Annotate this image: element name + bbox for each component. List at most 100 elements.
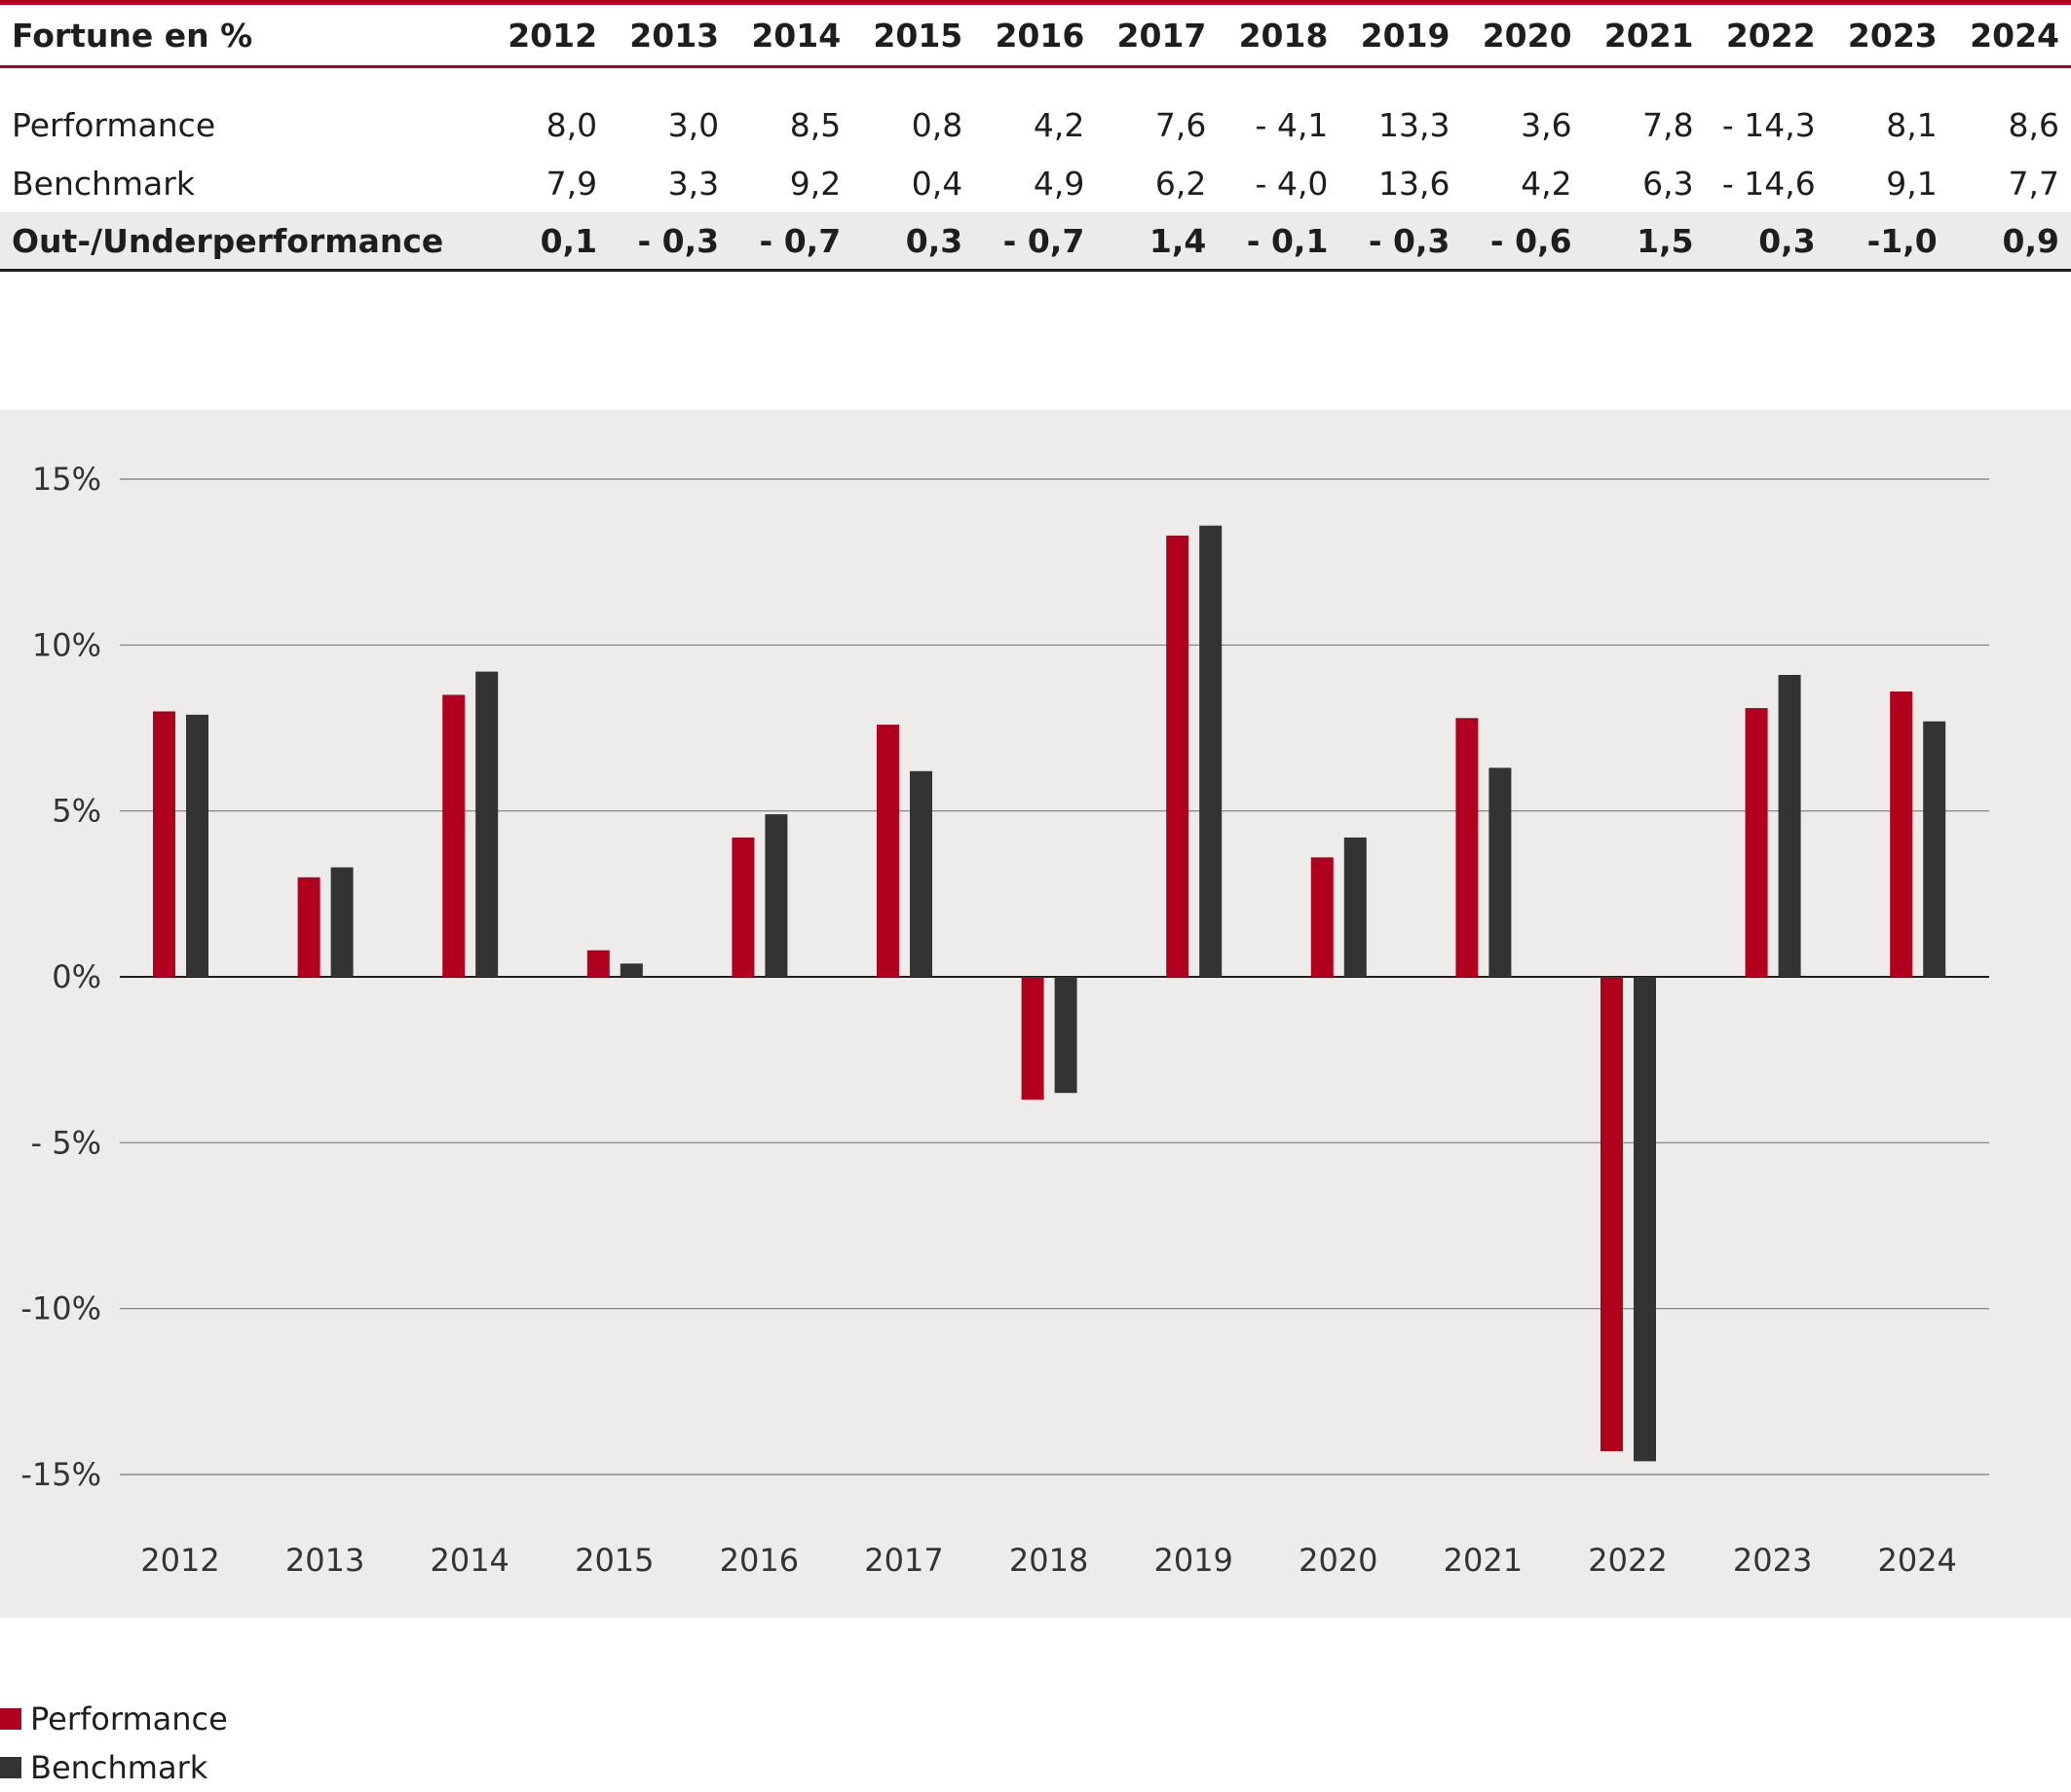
- table-header-label: Fortune en %: [12, 16, 253, 55]
- year-header: 2015: [873, 16, 963, 55]
- year-header: 2012: [508, 16, 598, 55]
- table-cell: 6,3: [1642, 164, 1694, 203]
- table-row-outperformance: Out-/Underperformance 0,1 - 0,3 - 0,7 0,…: [0, 212, 2071, 271]
- bar-performance-2023: [1745, 708, 1768, 977]
- table-cell: 4,9: [1033, 164, 1085, 203]
- x-tick-label: 2014: [430, 1542, 508, 1579]
- bar-performance-2022: [1600, 977, 1623, 1452]
- table-cell: - 0,3: [609, 212, 732, 271]
- bar-benchmark-2019: [1199, 525, 1223, 977]
- performance-table: Fortune en % 2012 2013 2014 2015 2016 20…: [0, 5, 2071, 272]
- bar-benchmark-2017: [910, 770, 932, 977]
- table-cell: - 0,7: [731, 212, 853, 271]
- year-header: 2016: [995, 16, 1085, 55]
- table-cell: 7,9: [546, 164, 598, 203]
- bar-benchmark-2015: [620, 963, 643, 977]
- table-cell: 0,8: [911, 105, 963, 144]
- table-cell: 1,4: [1096, 212, 1219, 271]
- bar-performance-2012: [153, 711, 175, 977]
- y-tick-label: -10%: [20, 1290, 101, 1327]
- table-cell: - 4,1: [1255, 105, 1329, 144]
- table-cell: 0,4: [911, 164, 963, 203]
- x-tick-label: 2017: [864, 1542, 943, 1579]
- bar-benchmark-2021: [1488, 767, 1512, 977]
- bar-performance-2017: [877, 725, 899, 977]
- x-tick-label: 2012: [140, 1542, 219, 1579]
- legend-item-benchmark: Benchmark: [0, 1743, 228, 1792]
- x-tick-label: 2023: [1733, 1542, 1812, 1579]
- bar-performance-2024: [1890, 691, 1913, 977]
- y-tick-label: - 5%: [31, 1124, 101, 1161]
- legend-swatch-performance: [0, 1708, 21, 1730]
- year-header: 2018: [1238, 16, 1329, 55]
- x-tick-label: 2013: [285, 1542, 364, 1579]
- year-header: 2023: [1847, 16, 1938, 55]
- year-header: 2013: [629, 16, 720, 55]
- x-tick-label: 2020: [1299, 1542, 1377, 1579]
- y-tick-label: 5%: [52, 793, 101, 830]
- bar-performance-2019: [1166, 535, 1189, 977]
- table-cell: 0,3: [852, 212, 975, 271]
- bar-performance-2020: [1310, 857, 1334, 977]
- bar-performance-2014: [442, 694, 466, 977]
- table-cell: 3,3: [667, 164, 720, 203]
- table-cell: 0,1: [487, 212, 610, 271]
- bar-benchmark-2013: [330, 867, 354, 977]
- table-header-row: Fortune en % 2012 2013 2014 2015 2016 20…: [0, 5, 2071, 67]
- legend-label: Benchmark: [30, 1749, 208, 1786]
- bar-performance-2013: [297, 877, 320, 977]
- bar-performance-2021: [1455, 718, 1479, 977]
- x-tick-label: 2022: [1588, 1542, 1667, 1579]
- table-cell: - 14,3: [1721, 105, 1816, 144]
- x-tick-label: 2021: [1444, 1542, 1523, 1579]
- table-cell: 9,1: [1886, 164, 1938, 203]
- table-cell: 8,6: [2008, 105, 2059, 144]
- year-header: 2020: [1482, 16, 1572, 55]
- legend-label: Performance: [30, 1700, 228, 1737]
- table-cell: 7,6: [1154, 105, 1207, 144]
- table-cell: 8,5: [789, 105, 842, 144]
- year-header: 2022: [1725, 16, 1816, 55]
- bar-benchmark-2022: [1634, 977, 1656, 1462]
- table-cell: - 14,6: [1721, 164, 1816, 203]
- table-cell: 4,2: [1521, 164, 1572, 203]
- y-tick-label: 0%: [52, 958, 101, 995]
- table-cell: 8,1: [1886, 105, 1938, 144]
- table-row-performance: Performance 8,0 3,0 8,5 0,8 4,2 7,6 - 4,…: [0, 95, 2071, 154]
- year-header: 2024: [1970, 16, 2059, 55]
- table-cell: 8,0: [546, 105, 598, 144]
- x-tick-label: 2024: [1877, 1542, 1956, 1579]
- table-cell: - 4,0: [1255, 164, 1329, 203]
- x-tick-label: 2018: [1009, 1542, 1088, 1579]
- table-row-benchmark: Benchmark 7,9 3,3 9,2 0,4 4,9 6,2 - 4,0 …: [0, 154, 2071, 212]
- table-cell: 4,2: [1033, 105, 1085, 144]
- bar-benchmark-2014: [475, 671, 499, 977]
- year-header: 2021: [1603, 16, 1694, 55]
- x-tick-label: 2019: [1153, 1542, 1232, 1579]
- table-cell: 7,7: [2008, 164, 2059, 203]
- x-tick-label: 2015: [575, 1542, 654, 1579]
- year-header: 2017: [1116, 16, 1207, 55]
- y-tick-label: -15%: [20, 1456, 101, 1493]
- bar-benchmark-2020: [1343, 837, 1367, 977]
- table-cell: 0,9: [1948, 212, 2071, 271]
- x-tick-label: 2016: [720, 1542, 799, 1579]
- table-cell: -1,0: [1826, 212, 1949, 271]
- y-tick-label: 15%: [32, 461, 101, 498]
- table-cell: 6,2: [1154, 164, 1207, 203]
- row-label: Performance: [12, 105, 216, 144]
- table-cell: 13,6: [1378, 164, 1450, 203]
- legend: Performance Benchmark: [0, 1695, 228, 1792]
- bar-benchmark-2023: [1778, 674, 1801, 977]
- table-cell: 7,8: [1642, 105, 1694, 144]
- top-rule: [0, 0, 2071, 5]
- bar-benchmark-2016: [765, 814, 788, 977]
- y-tick-label: 10%: [32, 626, 101, 663]
- table-cell: 1,5: [1583, 212, 1706, 271]
- table-cell: - 0,3: [1339, 212, 1462, 271]
- bar-performance-2018: [1021, 977, 1044, 1101]
- table-cell: 13,3: [1378, 105, 1450, 144]
- bar-benchmark-2024: [1923, 721, 1946, 977]
- bar-chart: 15% 10% 5% 0% - 5% -10% -15% 2012 2013 2014 2015 20…: [20, 461, 1989, 1579]
- table-cell: 3,0: [667, 105, 720, 144]
